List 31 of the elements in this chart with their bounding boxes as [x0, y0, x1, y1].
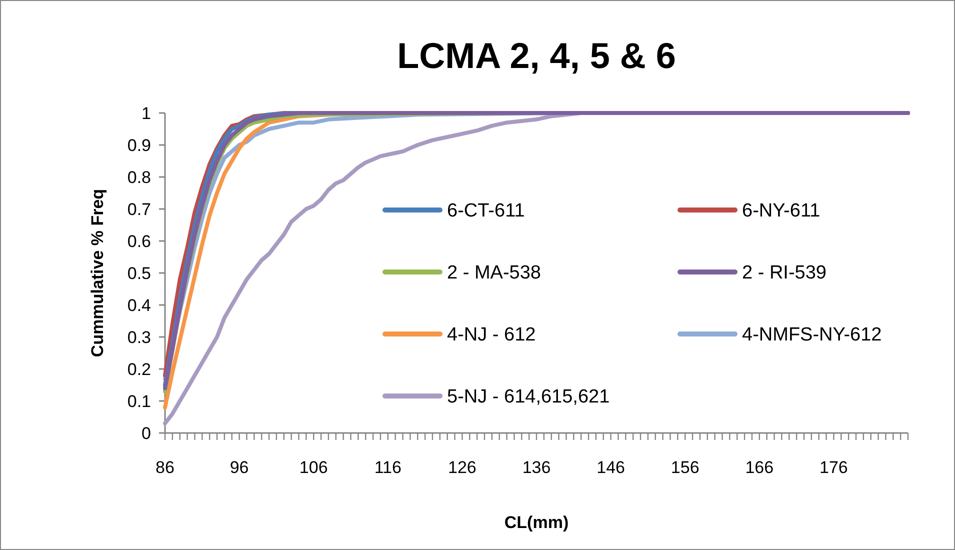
chart-title: LCMA 2, 4, 5 & 6: [397, 35, 676, 76]
x-tick-label: 156: [670, 458, 700, 477]
x-tick-label: 166: [745, 458, 774, 477]
legend-label: 6-NY-611: [742, 200, 820, 222]
legend-label: 2 - MA-538: [447, 262, 541, 284]
y-tick-label: 0.3: [127, 328, 151, 347]
y-tick-label: 0.7: [127, 200, 151, 219]
y-tick-label: 0.2: [127, 360, 151, 379]
y-tick-label: 1: [142, 104, 151, 123]
y-tick-label: 0.6: [127, 232, 151, 251]
x-tick-label: 176: [820, 458, 848, 477]
y-axis-title: Cummulative % Freq: [88, 188, 107, 358]
legend-label: 4-NJ - 612: [447, 324, 536, 346]
x-tick-label: 146: [596, 458, 625, 477]
legend-label: 2 - RI-539: [742, 262, 826, 284]
y-tick-label: 0: [142, 424, 151, 443]
x-tick-label: 126: [448, 458, 476, 477]
x-axis-title: CL(mm): [504, 513, 569, 532]
x-tick-label: 96: [230, 458, 249, 477]
legend-label: 4-NMFS-NY-612: [742, 324, 882, 346]
y-tick-label: 0.1: [127, 392, 151, 411]
y-tick-label: 0.8: [127, 168, 151, 187]
x-tick-label: 106: [299, 458, 328, 477]
y-tick-label: 0.5: [127, 264, 151, 283]
y-tick-label: 0.9: [127, 136, 151, 155]
legend-label: 6-CT-611: [447, 200, 525, 222]
legend-label: 5-NJ - 614,615,621: [447, 386, 610, 408]
x-tick-label: 86: [156, 458, 174, 477]
x-tick-label: 136: [522, 458, 551, 477]
x-tick-label: 116: [374, 458, 402, 477]
y-tick-label: 0.4: [127, 296, 151, 315]
